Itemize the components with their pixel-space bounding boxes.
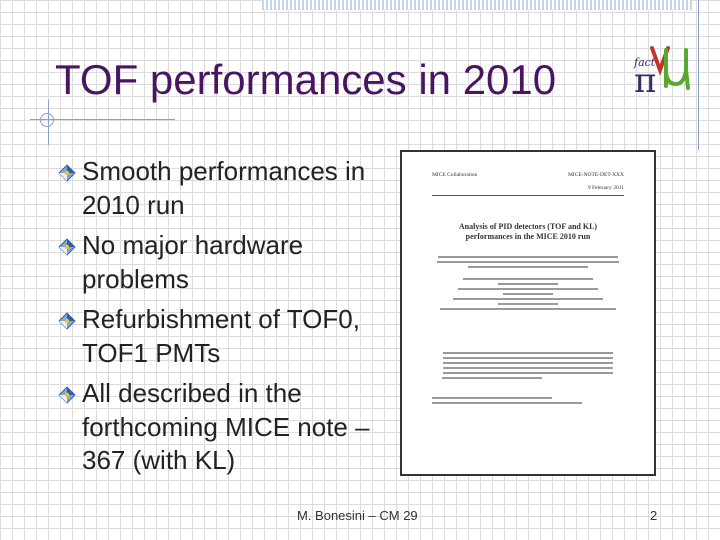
document-text-line — [432, 397, 552, 399]
document-text-line — [503, 293, 553, 295]
document-text-line — [443, 362, 613, 364]
document-affiliations-block — [432, 278, 624, 310]
document-title: Analysis of PID detectors (TOF and KL) p… — [432, 222, 624, 242]
document-title-line: performances in the MICE 2010 run — [465, 232, 591, 241]
document-page: MICE Collaboration MICE-NOTE-DET-XXX 9 F… — [432, 172, 624, 404]
document-footnotes-block — [432, 397, 624, 404]
document-text-line — [468, 266, 588, 268]
document-text-line — [498, 303, 558, 305]
pi-nu-mu-logo-icon: fact π — [633, 46, 690, 98]
document-text-line — [498, 283, 558, 285]
bullet-list: Smooth performances in 2010 run No major… — [58, 155, 378, 485]
document-text-line — [443, 357, 613, 359]
document-text-line — [453, 298, 603, 300]
document-text-line — [443, 367, 613, 369]
bullet-item: Smooth performances in 2010 run — [58, 155, 378, 222]
footer-author: M. Bonesini – CM 29 — [297, 508, 418, 523]
document-text-line — [458, 288, 598, 290]
document-title-line: Analysis of PID detectors (TOF and KL) — [458, 222, 598, 231]
bullet-item: Refurbishment of TOF0, TOF1 PMTs — [58, 303, 378, 370]
document-text-line — [437, 261, 619, 263]
slide-title: TOF performances in 2010 — [55, 56, 557, 103]
page-number: 2 — [650, 508, 658, 523]
document-text-line — [442, 377, 542, 379]
document-text-line — [438, 256, 618, 258]
bullet-text: Smooth performances in 2010 run — [82, 156, 366, 220]
bullet-text: No major hardware problems — [82, 230, 304, 294]
diamond-bullet-icon — [58, 312, 76, 330]
document-header: MICE Collaboration MICE-NOTE-DET-XXX — [432, 172, 624, 178]
document-text-line — [463, 278, 593, 280]
document-text-line — [440, 308, 616, 310]
document-abstract-block — [432, 352, 624, 379]
bullet-text: All described in the forthcoming MICE no… — [82, 378, 370, 475]
svg-text:π: π — [634, 61, 656, 98]
diamond-bullet-icon — [58, 238, 76, 256]
document-text-line — [443, 352, 613, 354]
document-number: MICE-NOTE-DET-XXX — [567, 172, 624, 178]
document-text-line — [443, 372, 613, 374]
svg-text:fact: fact — [633, 56, 656, 69]
document-text-line — [432, 402, 582, 404]
bullet-item: All described in the forthcoming MICE no… — [58, 377, 378, 478]
document-authors-block — [432, 256, 624, 268]
document-date: 9 February 2011 — [587, 185, 624, 191]
right-decor-rule — [698, 0, 699, 150]
bullet-item: No major hardware problems — [58, 229, 378, 296]
document-collaboration: MICE Collaboration — [432, 172, 478, 178]
corner-circle-decor — [40, 113, 54, 127]
diamond-bullet-icon — [58, 386, 76, 404]
bullet-text: Refurbishment of TOF0, TOF1 PMTs — [82, 304, 360, 368]
document-thumbnail: MICE Collaboration MICE-NOTE-DET-XXX 9 F… — [400, 150, 656, 476]
document-header-rule — [432, 195, 624, 196]
title-underline — [30, 119, 175, 120]
diamond-bullet-icon — [58, 164, 76, 182]
top-decor-band — [262, 0, 692, 10]
